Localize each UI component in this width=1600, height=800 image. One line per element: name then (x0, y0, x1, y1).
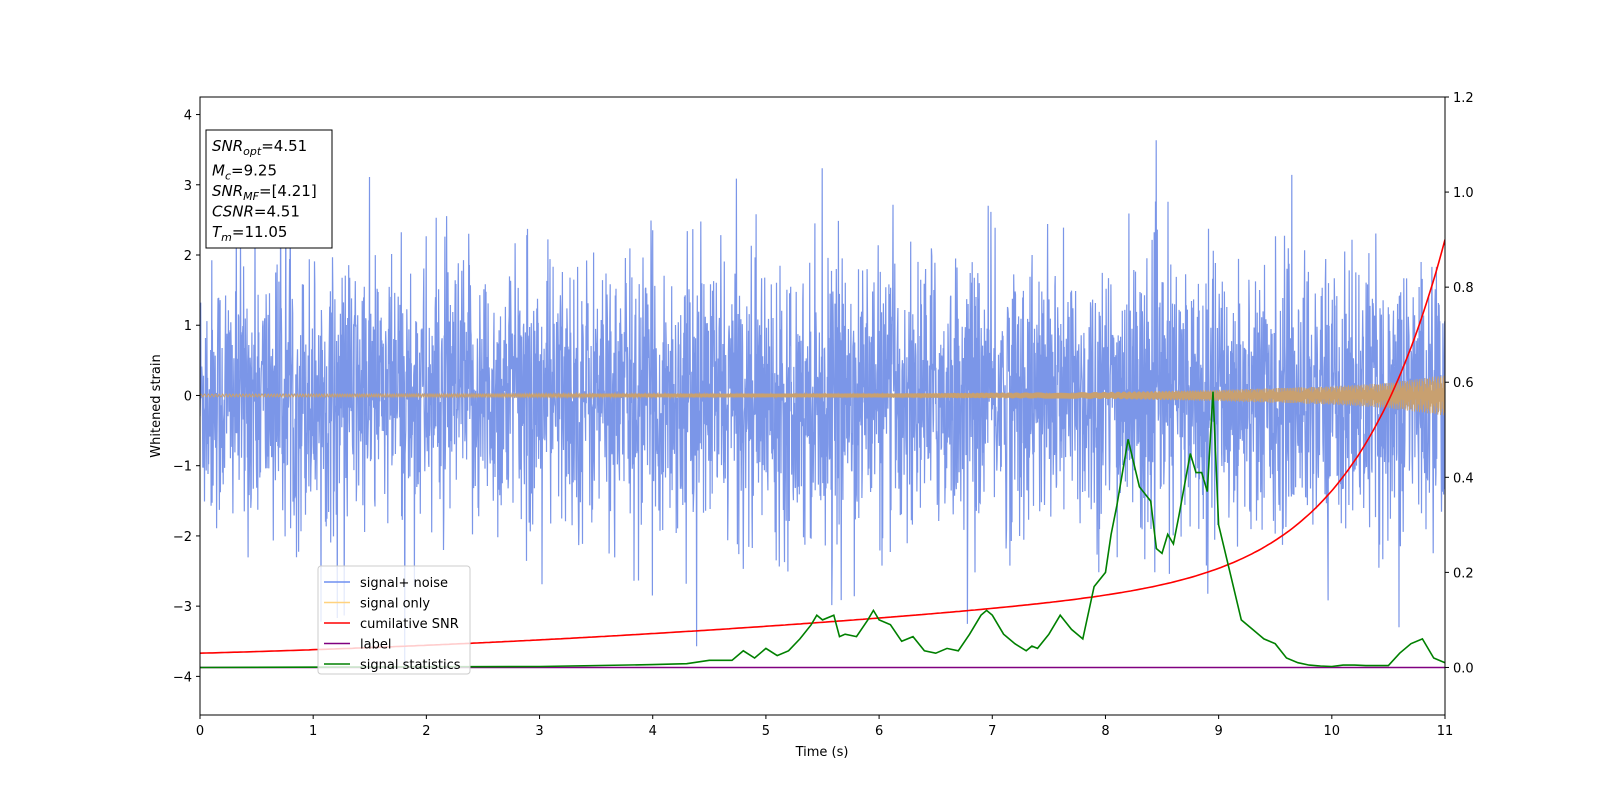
legend-label: cumilative SNR (360, 617, 459, 632)
y-tick-label: −1 (173, 460, 192, 475)
y-tick-label: 2 (184, 249, 192, 264)
info-line: CSNR=4.51 (212, 203, 300, 221)
x-axis: 0 1 2 3 4 5 6 7 8 9 10 11 (196, 715, 1453, 739)
series-signal-only (200, 375, 1445, 416)
legend-box (317, 565, 471, 675)
y2-tick-label: 0.4 (1453, 471, 1474, 486)
y-tick-label: 4 (184, 109, 192, 124)
y-axis-right: 0.0 0.2 0.4 0.6 0.8 1.0 1.2 (1445, 91, 1474, 676)
y-tick-label: −3 (173, 600, 192, 615)
legend-label: signal only (360, 597, 430, 612)
x-tick-label: 1 (309, 724, 317, 739)
y2-tick-label: 1.0 (1453, 186, 1474, 201)
x-tick-label: 0 (196, 724, 204, 739)
x-tick-label: 8 (1101, 724, 1109, 739)
x-tick-label: 6 (875, 724, 883, 739)
legend-label: signal statistics (360, 658, 461, 673)
y-tick-label: −2 (173, 530, 192, 545)
y-tick-label: 3 (184, 179, 192, 194)
info-line: SNRMF=[4.21] (212, 182, 317, 203)
info-line: SNRopt=4.51 (212, 137, 307, 158)
x-tick-label: 5 (762, 724, 770, 739)
series-signal-statistics (200, 391, 1445, 669)
x-tick-label: 2 (422, 724, 430, 739)
y2-tick-label: 0.6 (1453, 376, 1474, 391)
y-tick-label: 1 (184, 319, 192, 334)
plot-frame (199, 96, 1446, 716)
x-tick-label: 7 (988, 724, 996, 739)
y-tick-label: −4 (173, 670, 192, 685)
y2-tick-label: 0.0 (1453, 661, 1474, 676)
info-line: Tm=11.05 (212, 223, 287, 244)
y-axis-label: Whitened strain (149, 354, 164, 457)
info-box-frame (205, 129, 333, 249)
x-tick-label: 11 (1437, 724, 1454, 739)
x-tick-label: 9 (1214, 724, 1222, 739)
x-axis-label: Time (s) (795, 745, 849, 760)
y2-tick-label: 0.2 (1453, 566, 1474, 581)
legend-label: signal+ noise (360, 576, 448, 591)
x-tick-label: 4 (649, 724, 657, 739)
y-tick-label: 0 (184, 389, 192, 404)
legend-label: label (360, 638, 391, 653)
legend: signal+ noise signal only cumilative SNR la… (317, 565, 471, 675)
x-tick-label: 10 (1324, 724, 1341, 739)
info-line: Mc=9.25 (212, 162, 277, 183)
y2-tick-label: 1.2 (1453, 91, 1474, 106)
y-axis-left: −4 −3 −2 −1 0 1 2 3 4 (173, 109, 200, 685)
x-tick-label: 3 (535, 724, 543, 739)
y2-tick-label: 0.8 (1453, 281, 1474, 296)
